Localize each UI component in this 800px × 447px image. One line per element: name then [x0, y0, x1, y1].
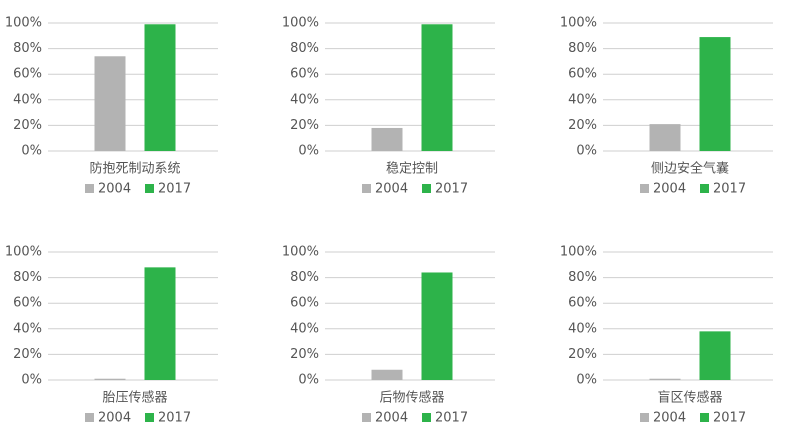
y-tick-label: 80% — [568, 41, 597, 56]
x-axis-label: 防抱死制动系统 — [89, 161, 180, 177]
x-axis-label: 后物传感器 — [379, 390, 444, 406]
legend-label: 2004 — [375, 182, 408, 197]
bar — [649, 124, 681, 151]
bar — [699, 331, 731, 380]
y-tick-label: 100% — [5, 245, 42, 260]
bar — [649, 378, 681, 380]
bar — [371, 369, 403, 380]
legend-swatch — [422, 184, 431, 193]
legend-label: 2017 — [158, 182, 191, 197]
y-tick-label: 20% — [290, 347, 319, 362]
y-tick-label: 40% — [290, 321, 319, 336]
y-tick-label: 80% — [290, 41, 319, 56]
legend-label: 2017 — [713, 411, 746, 426]
legend-label: 2004 — [653, 182, 686, 197]
legend-label: 2004 — [98, 182, 131, 197]
x-axis-label: 胎压传感器 — [102, 390, 167, 406]
y-tick-label: 100% — [5, 16, 42, 31]
bar — [94, 56, 126, 151]
y-tick-label: 80% — [290, 270, 319, 285]
y-tick-label: 40% — [290, 92, 319, 107]
y-tick-label: 60% — [568, 67, 597, 82]
legend-swatch — [700, 184, 709, 193]
legend-label: 2017 — [435, 411, 468, 426]
legend-swatch — [362, 184, 371, 193]
y-tick-label: 20% — [13, 118, 42, 133]
legend-label: 2017 — [435, 182, 468, 197]
y-tick-label: 0% — [576, 373, 597, 388]
legend-swatch — [640, 184, 649, 193]
legend-label: 2004 — [653, 411, 686, 426]
y-tick-label: 0% — [21, 373, 42, 388]
bar — [699, 37, 731, 151]
y-tick-label: 20% — [290, 118, 319, 133]
y-tick-label: 20% — [568, 118, 597, 133]
legend-label: 2004 — [98, 411, 131, 426]
y-tick-label: 100% — [560, 245, 597, 260]
bar — [94, 378, 126, 380]
y-tick-label: 0% — [21, 144, 42, 159]
legend-label: 2004 — [375, 411, 408, 426]
x-axis-label: 盲区传感器 — [657, 390, 722, 406]
y-tick-label: 40% — [568, 92, 597, 107]
bar — [421, 272, 453, 380]
y-tick-label: 80% — [13, 270, 42, 285]
legend-swatch — [145, 184, 154, 193]
y-tick-label: 40% — [568, 321, 597, 336]
legend-swatch — [422, 413, 431, 422]
legend-swatch — [85, 413, 94, 422]
x-axis-label: 侧边安全气囊 — [651, 161, 729, 177]
y-tick-label: 80% — [13, 41, 42, 56]
legend-swatch — [85, 184, 94, 193]
y-tick-label: 100% — [560, 16, 597, 31]
y-tick-label: 80% — [568, 270, 597, 285]
y-tick-label: 20% — [13, 347, 42, 362]
y-tick-label: 60% — [290, 296, 319, 311]
y-tick-label: 100% — [282, 245, 319, 260]
y-tick-label: 20% — [568, 347, 597, 362]
y-tick-label: 40% — [13, 321, 42, 336]
legend-swatch — [640, 413, 649, 422]
y-tick-label: 60% — [290, 67, 319, 82]
y-tick-label: 60% — [13, 296, 42, 311]
y-tick-label: 60% — [13, 67, 42, 82]
y-tick-label: 0% — [298, 144, 319, 159]
y-tick-label: 0% — [576, 144, 597, 159]
bar — [371, 127, 403, 151]
bar — [421, 24, 453, 152]
y-tick-label: 60% — [568, 296, 597, 311]
y-tick-label: 40% — [13, 92, 42, 107]
y-tick-label: 0% — [298, 373, 319, 388]
legend-swatch — [700, 413, 709, 422]
x-axis-label: 稳定控制 — [386, 161, 438, 177]
y-tick-label: 100% — [282, 16, 319, 31]
legend-swatch — [145, 413, 154, 422]
legend-label: 2017 — [713, 182, 746, 197]
legend-label: 2017 — [158, 411, 191, 426]
bar — [144, 267, 176, 380]
bar — [144, 24, 176, 152]
legend-swatch — [362, 413, 371, 422]
